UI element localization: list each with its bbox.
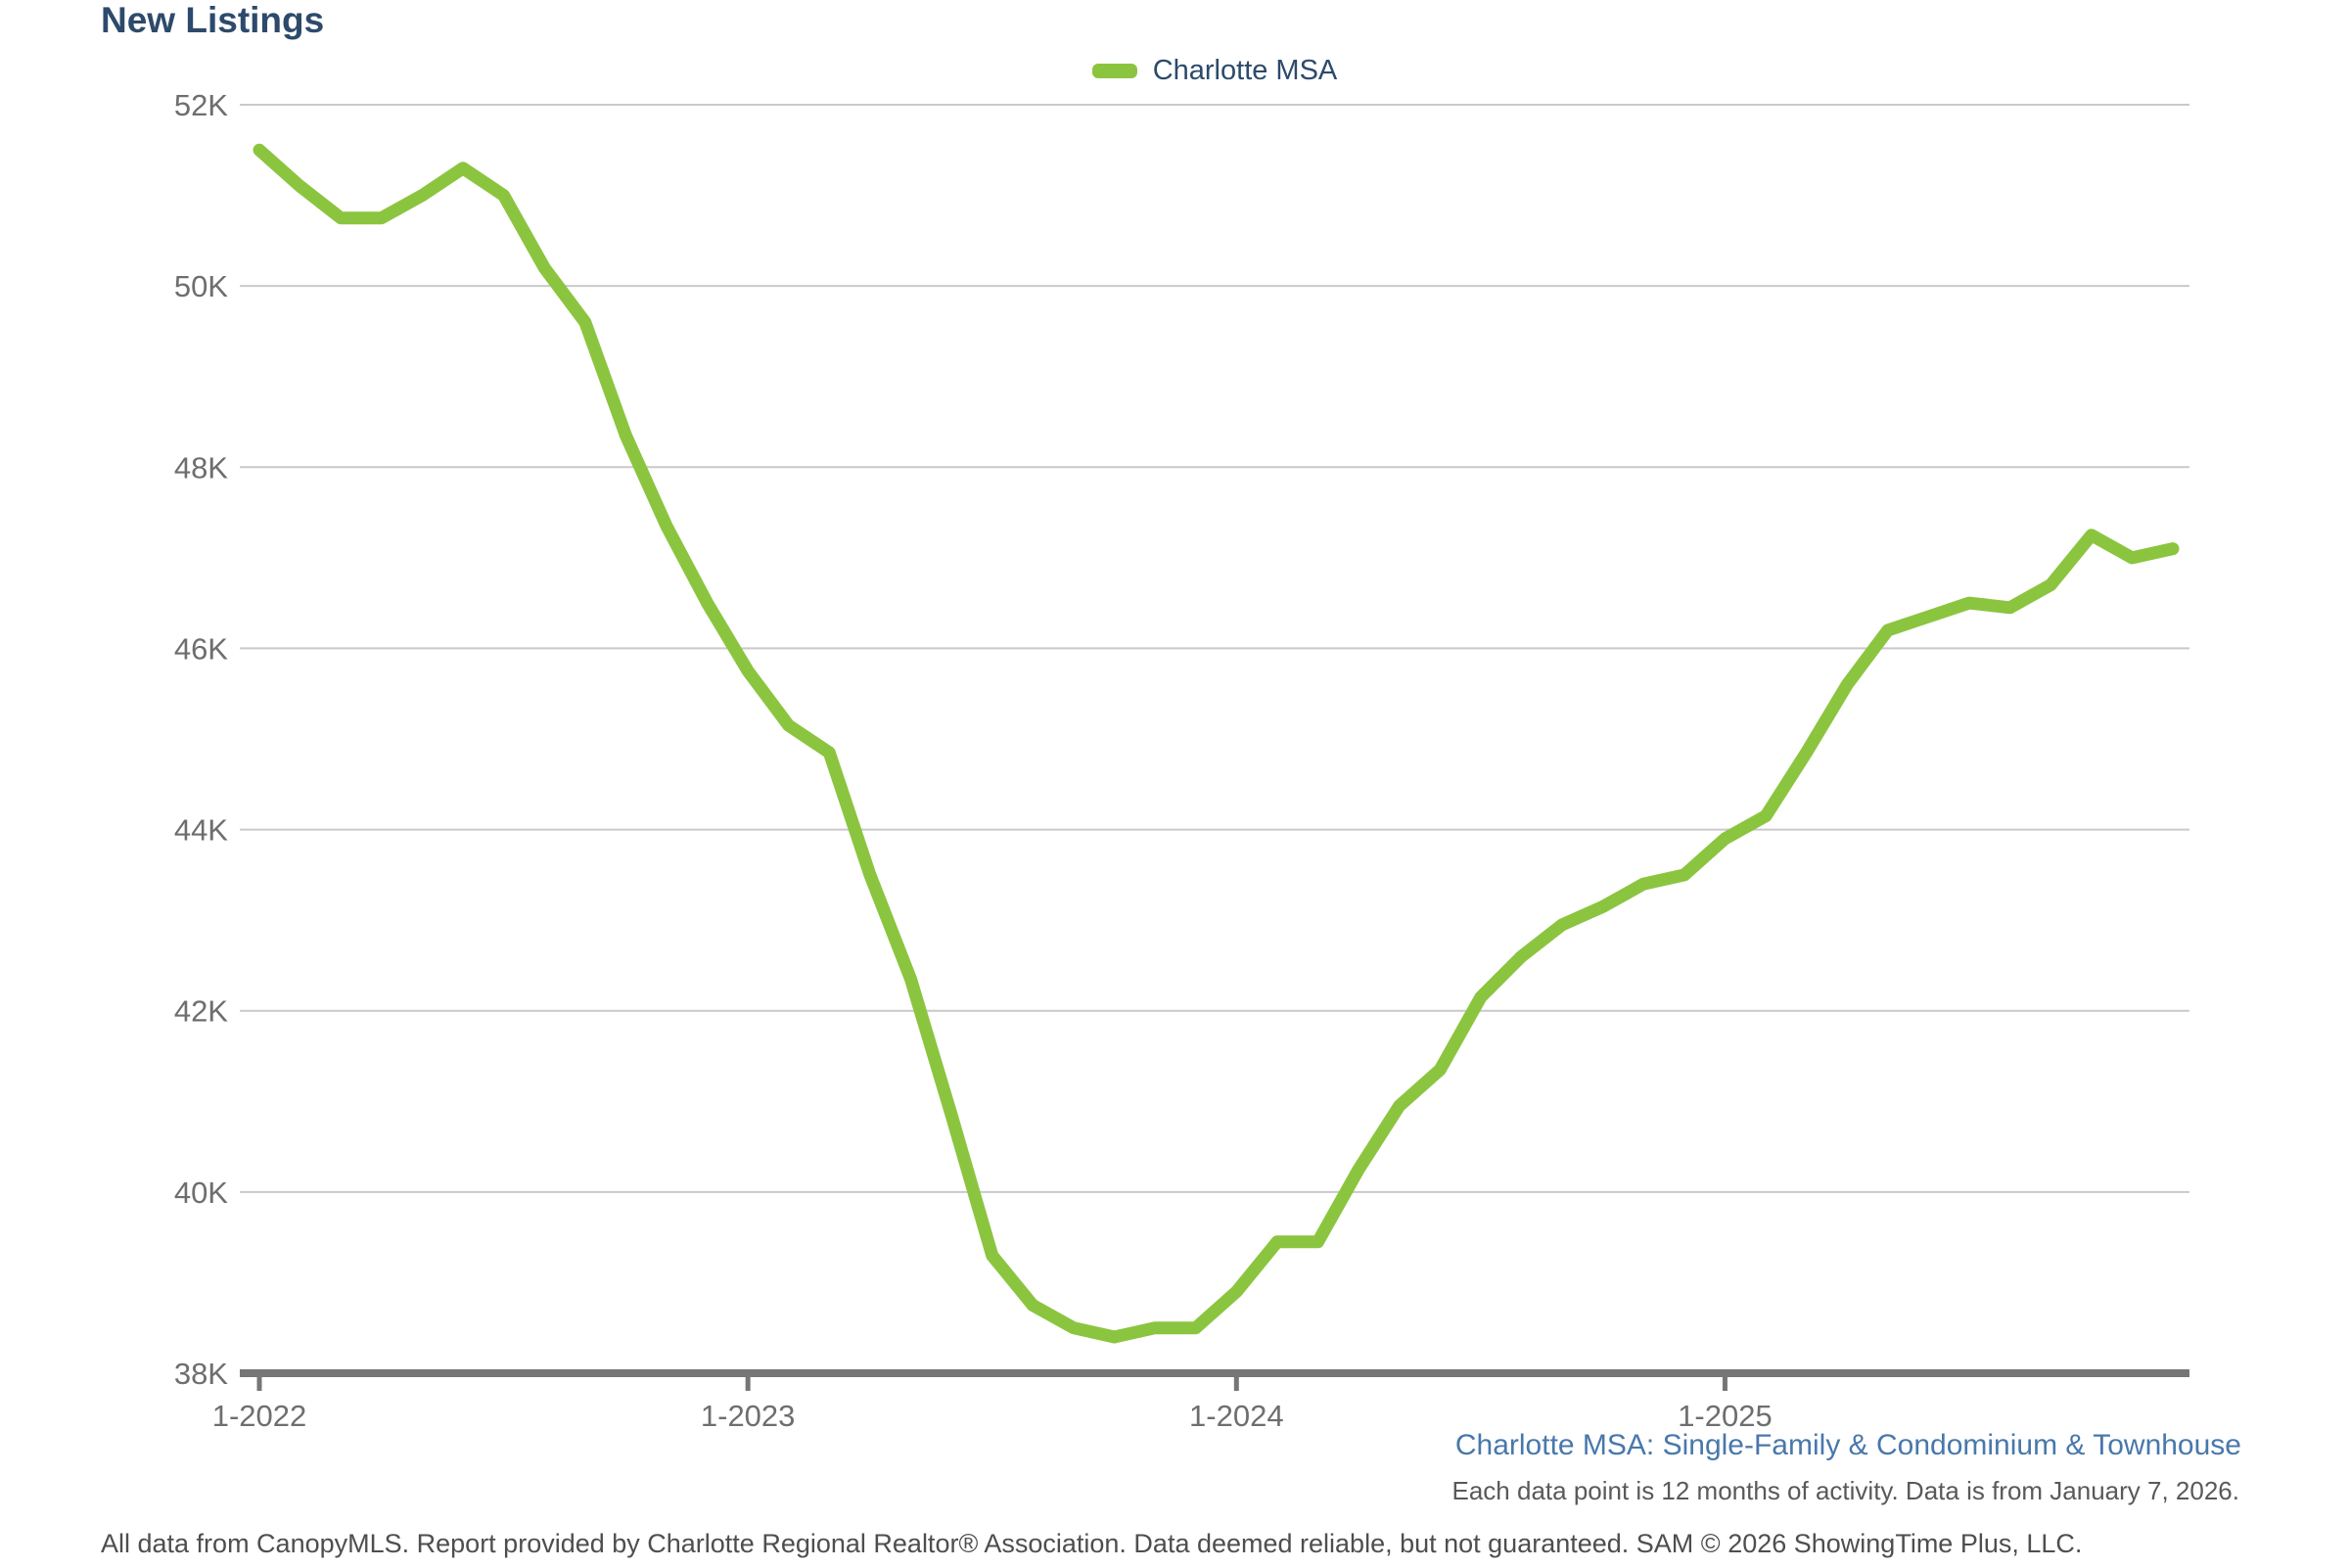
series-line-charlotte-msa xyxy=(253,143,2180,1344)
y-tick-label-42K: 42K xyxy=(174,994,228,1029)
chart-title: New Listings xyxy=(101,0,325,40)
legend: Charlotte MSA xyxy=(240,51,2189,90)
x-axis-labels: 1-2022 1-2023 1-2024 1-2025 xyxy=(212,1399,1773,1433)
y-tick-label-52K: 52K xyxy=(174,88,228,122)
y-tick-label-48K: 48K xyxy=(174,450,228,484)
x-axis-ticks xyxy=(256,1376,1727,1391)
legend-series-label: Charlotte MSA xyxy=(1152,54,1338,86)
footer-disclaimer: All data from CanopyMLS. Report provided… xyxy=(101,1529,2083,1558)
gridlines xyxy=(240,104,2189,1193)
y-tick-label-44K: 44K xyxy=(174,813,228,848)
x-tick-label-1-2022: 1-2022 xyxy=(212,1399,307,1433)
y-tick-label-40K: 40K xyxy=(174,1176,228,1210)
legend-swatch-icon xyxy=(1091,63,1137,78)
x-tick-label-1-2023: 1-2023 xyxy=(701,1399,796,1433)
x-tick-label-1-2024: 1-2024 xyxy=(1189,1399,1284,1433)
caption-data-note: Each data point is 12 months of activity… xyxy=(1451,1476,2240,1505)
y-tick-label-38K: 38K xyxy=(174,1357,228,1391)
x-axis-line xyxy=(240,1369,2189,1377)
x-tick-label-1-2025: 1-2025 xyxy=(1678,1399,1773,1433)
caption-series-scope: Charlotte MSA: Single-Family & Condomini… xyxy=(1454,1429,2241,1461)
y-tick-label-46K: 46K xyxy=(174,631,228,666)
y-axis-labels: 52K 50K 48K 46K 44K 42K 40K 38K xyxy=(174,88,228,1391)
y-tick-label-50K: 50K xyxy=(174,269,228,303)
